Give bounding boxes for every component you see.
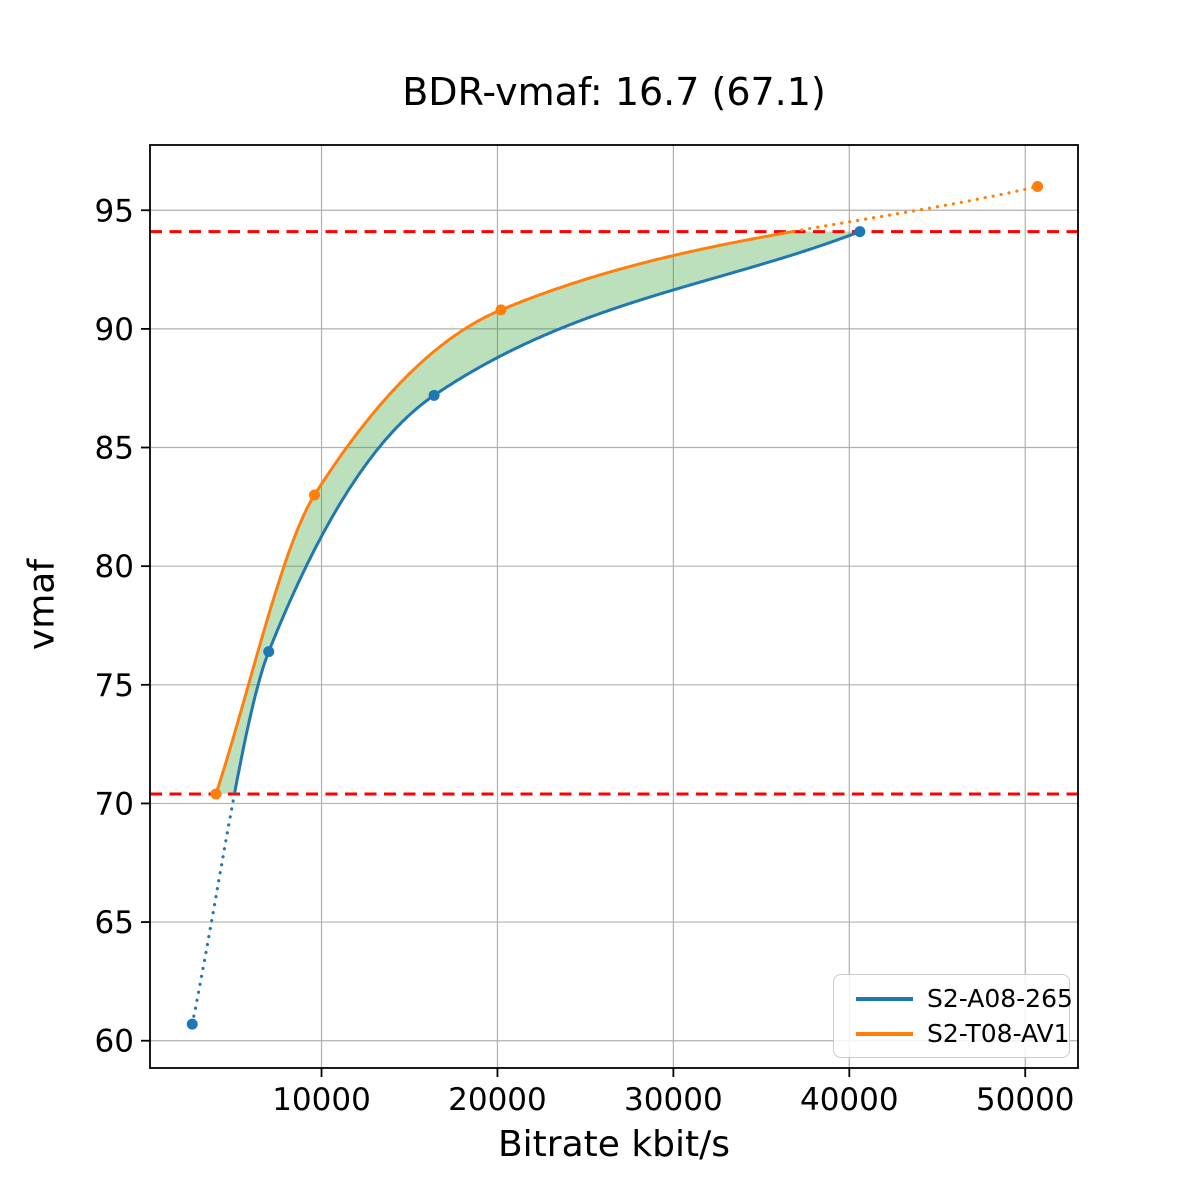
- data-point-marker: [263, 646, 275, 658]
- series-s2-a08-265-dotted: [190, 792, 237, 1026]
- x-tick-label: 30000: [624, 1082, 723, 1118]
- bd-rate-fill-area: [216, 231, 860, 794]
- x-tick-label: 10000: [272, 1082, 371, 1118]
- x-tick-label: 40000: [800, 1082, 899, 1118]
- y-axis-label: vmaf: [21, 558, 63, 651]
- legend-item-s2-t08-av1: S2-T08-AV1: [856, 1019, 1070, 1048]
- y-tick-label: 60: [95, 1024, 134, 1060]
- axes-frame: [149, 144, 1079, 1069]
- y-tick-label: 80: [95, 549, 134, 585]
- chart-title: BDR-vmaf: 16.7 (67.1): [402, 70, 826, 114]
- data-point-marker: [428, 389, 440, 401]
- x-axis-label: Bitrate kbit/s: [497, 1124, 731, 1165]
- data-point-marker: [495, 304, 507, 316]
- data-point-marker: [186, 1018, 198, 1030]
- y-tick-label: 85: [95, 431, 134, 467]
- x-tick-label: 50000: [976, 1082, 1075, 1118]
- series-s2-a08-265-line: [233, 230, 861, 794]
- data-point-marker: [1032, 181, 1044, 193]
- legend-line-swatch-orange: [856, 1031, 913, 1036]
- y-tick-label: 90: [95, 312, 134, 348]
- legend-label: S2-A08-265: [927, 984, 1073, 1013]
- data-point-marker: [210, 788, 222, 800]
- legend: S2-A08-265 S2-T08-AV1: [833, 974, 1073, 1058]
- x-tick-label: 20000: [448, 1082, 547, 1118]
- y-tick-label: 65: [95, 905, 134, 941]
- data-point-marker: [308, 489, 320, 501]
- y-tick-label: 75: [95, 668, 134, 704]
- legend-item-s2-a08-265: S2-A08-265: [856, 984, 1073, 1013]
- y-tick-label: 95: [95, 193, 134, 229]
- legend-label: S2-T08-AV1: [927, 1019, 1070, 1048]
- legend-line-swatch-blue: [856, 996, 913, 1001]
- data-point-marker: [854, 226, 866, 238]
- series-s2-t08-av1-dotted: [792, 184, 1040, 233]
- y-tick-label: 70: [95, 786, 134, 822]
